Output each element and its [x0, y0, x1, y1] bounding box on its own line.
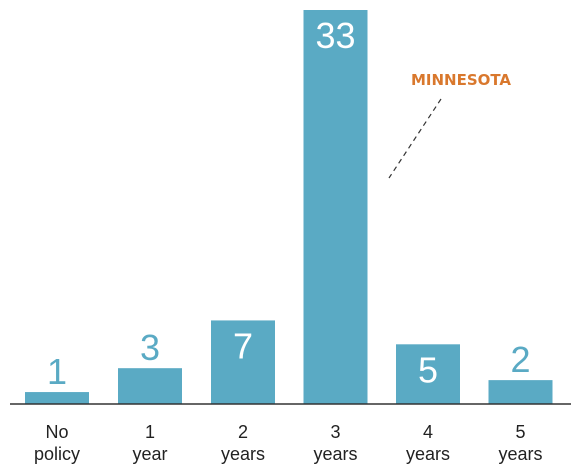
value-label: 33	[315, 15, 355, 56]
bar	[211, 320, 275, 404]
value-label: 3	[140, 327, 160, 368]
bar	[303, 10, 368, 404]
x-tick-label: 5 years	[498, 422, 542, 464]
annotation-leader	[388, 98, 442, 179]
annotation: MINNESOTA	[411, 71, 511, 89]
value-label: 5	[418, 349, 438, 390]
bar	[396, 344, 460, 404]
x-tick-label: 3 years	[313, 422, 357, 464]
bar	[25, 392, 89, 404]
x-tick-label: 2 years	[221, 422, 265, 464]
bar	[488, 380, 553, 404]
value-label: 1	[47, 351, 67, 392]
x-tick-label: No policy	[34, 422, 80, 464]
x-tick-label: 4 years	[406, 422, 450, 464]
value-label: 2	[510, 339, 530, 380]
bar	[118, 368, 182, 404]
x-tick-label: 1 year	[132, 422, 167, 464]
value-label: 7	[233, 325, 253, 366]
